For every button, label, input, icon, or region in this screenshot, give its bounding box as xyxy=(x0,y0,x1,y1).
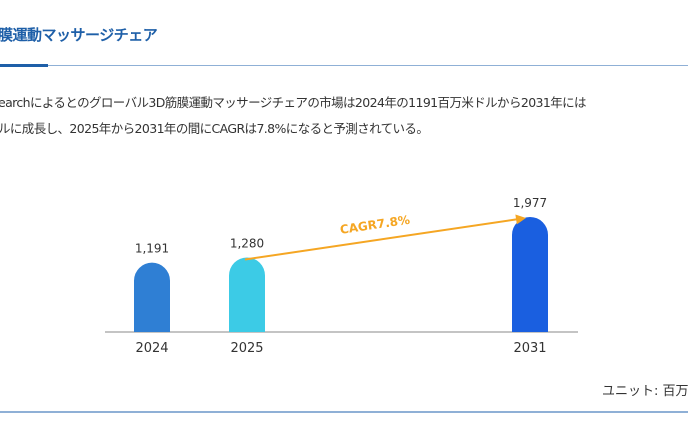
description-line-2: ルに成長し、2025年から2031年の間にCAGRは7.8%になると予測されてい… xyxy=(0,121,429,136)
x-tick-2025: 2025 xyxy=(230,341,263,356)
description-line-1: earchによるとのグローバル3D筋膜運動マッサージチェアの市場は2024年の1… xyxy=(0,95,587,110)
title-divider-accent xyxy=(0,64,48,67)
value-label-2024: 1,191 xyxy=(135,242,169,256)
unit-label: ユニット: 百万 xyxy=(602,384,688,399)
cagr-label: CAGR7.8% xyxy=(339,213,411,237)
arrow-head-icon xyxy=(515,214,526,225)
bar-2024 xyxy=(134,262,170,332)
title-divider xyxy=(0,65,688,66)
x-tick-2024: 2024 xyxy=(135,341,168,356)
x-tick-2031: 2031 xyxy=(513,341,546,356)
bar-2031 xyxy=(512,216,548,332)
page-title: 膜運動マッサージチェア xyxy=(0,26,158,44)
value-label-2025: 1,280 xyxy=(230,237,264,251)
bottom-divider xyxy=(0,411,688,413)
bar-2025 xyxy=(229,257,265,332)
value-label-2031: 1,977 xyxy=(513,196,547,210)
cagr-arrow xyxy=(244,218,519,261)
